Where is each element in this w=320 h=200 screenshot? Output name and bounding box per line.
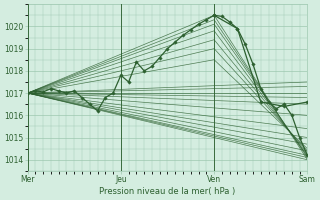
X-axis label: Pression niveau de la mer( hPa ): Pression niveau de la mer( hPa ) [100,187,236,196]
